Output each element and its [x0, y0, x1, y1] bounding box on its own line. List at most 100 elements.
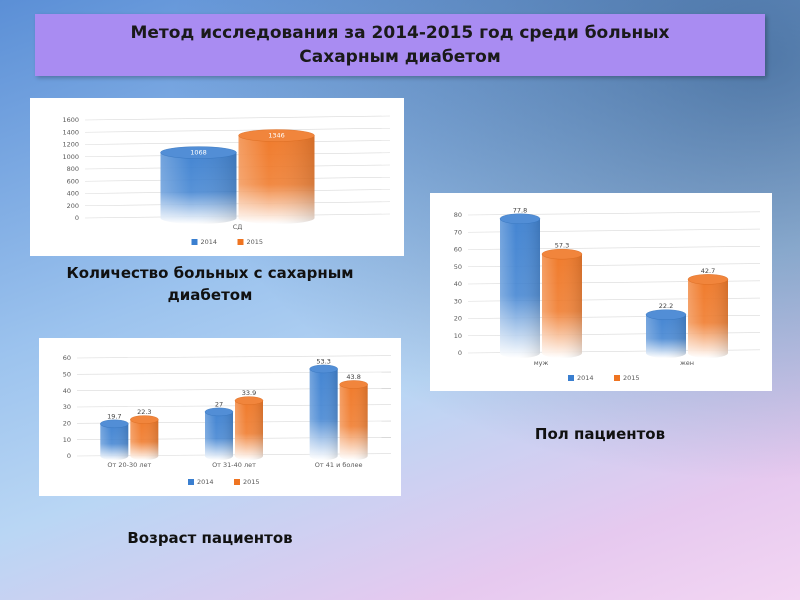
legend-label: 2014 — [197, 478, 214, 486]
y-tick-label: 800 — [67, 165, 79, 173]
chart-panel-patient-count: 0 200 400 600 800 1000 1200 1400 1600 1068 1346 СД 2… — [30, 98, 404, 256]
bar-highlight — [542, 254, 582, 358]
title-banner: Метод исследования за 2014-2015 год сред… — [35, 14, 765, 76]
legend-label: 2015 — [623, 374, 640, 382]
bar-highlight — [688, 279, 728, 358]
bar-top — [100, 419, 129, 429]
y-tick-label: 30 — [454, 297, 462, 305]
gridline — [84, 115, 391, 121]
gridline — [84, 152, 391, 158]
gridline — [76, 453, 392, 457]
data-label: 19.7 — [107, 412, 121, 420]
y-tick-label: 1200 — [62, 141, 79, 149]
y-tick-label: 40 — [454, 280, 462, 288]
gridline — [84, 213, 391, 219]
legend-swatch — [188, 479, 194, 485]
data-label: 1068 — [190, 149, 207, 157]
y-tick-label: 0 — [75, 214, 79, 222]
chart-patient-count: 0 200 400 600 800 1000 1200 1400 1600 1068 1346 СД 2… — [62, 115, 391, 246]
data-label: 33.9 — [242, 389, 256, 397]
gridline — [84, 176, 391, 182]
y-tick-label: 50 — [63, 371, 71, 379]
y-tick-label: 10 — [63, 436, 71, 444]
data-label: 27 — [215, 400, 223, 408]
legend-swatch — [614, 375, 620, 381]
bar-highlight — [160, 152, 237, 224]
data-label: 22.3 — [137, 408, 151, 416]
chart-panel-patient-age: 0 10 20 30 40 50 60 19.7 22.3 От 20-30 лет 27 33.9 О… — [39, 338, 401, 496]
y-tick-label: 40 — [63, 387, 71, 395]
y-tick-label: 1000 — [62, 153, 79, 161]
caption-patient-age: Возраст пациентов — [127, 529, 293, 547]
caption-patient-sex: Пол пациентов — [534, 425, 666, 443]
legend-swatch — [234, 479, 240, 485]
y-tick-label: 60 — [63, 354, 71, 362]
y-tick-label: 30 — [63, 403, 71, 411]
y-tick-label: 0 — [458, 349, 462, 357]
gridline — [76, 404, 392, 408]
caption-patient-count: Количество больных с сахарным диабетом — [66, 264, 354, 304]
y-tick-label: 0 — [67, 452, 71, 460]
bar-highlight — [339, 384, 368, 460]
y-tick-label: 400 — [67, 190, 79, 198]
bar-top — [645, 309, 687, 320]
bar-highlight — [130, 419, 159, 460]
y-tick-label: 60 — [454, 246, 462, 254]
bar-highlight — [646, 314, 686, 358]
bar-top — [130, 415, 159, 424]
category-label: От 20-30 лет — [107, 461, 151, 469]
bar-highlight — [205, 411, 233, 460]
bar-top — [541, 248, 583, 260]
gridline — [76, 387, 392, 391]
y-tick-label: 600 — [67, 177, 79, 185]
bar-top — [687, 274, 729, 285]
gridline — [84, 201, 391, 207]
y-tick-label: 50 — [454, 263, 462, 271]
category-label: СД — [233, 223, 243, 231]
bar-top — [499, 213, 541, 224]
bar-top — [160, 146, 237, 159]
y-tick-label: 80 — [454, 211, 462, 219]
data-label: 1346 — [268, 132, 285, 140]
gridline — [76, 371, 392, 375]
y-tick-label: 10 — [454, 332, 462, 340]
bar-top — [309, 364, 338, 374]
category-label: жен — [680, 359, 694, 367]
bar-top — [238, 129, 315, 142]
category-label: От 31-40 лет — [212, 461, 256, 469]
y-tick-label: 1400 — [62, 128, 79, 136]
data-label: 22.2 — [659, 302, 673, 310]
legend-swatch — [237, 239, 244, 245]
gridline — [76, 420, 392, 424]
legend-swatch — [191, 239, 198, 245]
y-tick-label: 70 — [454, 228, 462, 236]
data-label: 43.8 — [346, 373, 360, 381]
gridline — [76, 436, 392, 440]
chart-patient-age: 0 10 20 30 40 50 60 19.7 22.3 От 20-30 лет 27 33.9 О… — [63, 354, 392, 486]
bar-highlight — [100, 423, 129, 460]
y-tick-label: 20 — [454, 315, 462, 323]
chart-patient-sex: 0 10 20 30 40 50 60 70 80 77.8 57.3 муж 22.2 42.7 жен 2… — [454, 206, 761, 382]
bar-highlight — [500, 218, 540, 358]
bar-top — [339, 380, 368, 389]
y-tick-label: 1600 — [62, 116, 79, 124]
data-label: 57.3 — [555, 242, 569, 250]
y-tick-label: 200 — [67, 202, 79, 210]
legend-label: 2015 — [243, 478, 260, 486]
gridline — [76, 355, 392, 359]
legend-label: 2014 — [577, 374, 594, 382]
gridline — [84, 127, 391, 133]
page-title: Метод исследования за 2014-2015 год сред… — [130, 23, 670, 67]
category-label: От 41 и более — [315, 461, 363, 469]
chart-panel-patient-sex: 0 10 20 30 40 50 60 70 80 77.8 57.3 муж 22.2 42.7 жен 2… — [430, 193, 772, 391]
bar-highlight — [309, 368, 338, 460]
y-tick-label: 20 — [63, 420, 71, 428]
category-label: муж — [534, 359, 549, 367]
bar-highlight — [235, 400, 263, 460]
bar-top — [204, 407, 234, 417]
legend-label: 2014 — [201, 238, 218, 246]
data-label: 53.3 — [316, 357, 330, 365]
gridline — [84, 164, 391, 170]
legend-swatch — [568, 375, 574, 381]
data-label: 42.7 — [701, 267, 715, 275]
